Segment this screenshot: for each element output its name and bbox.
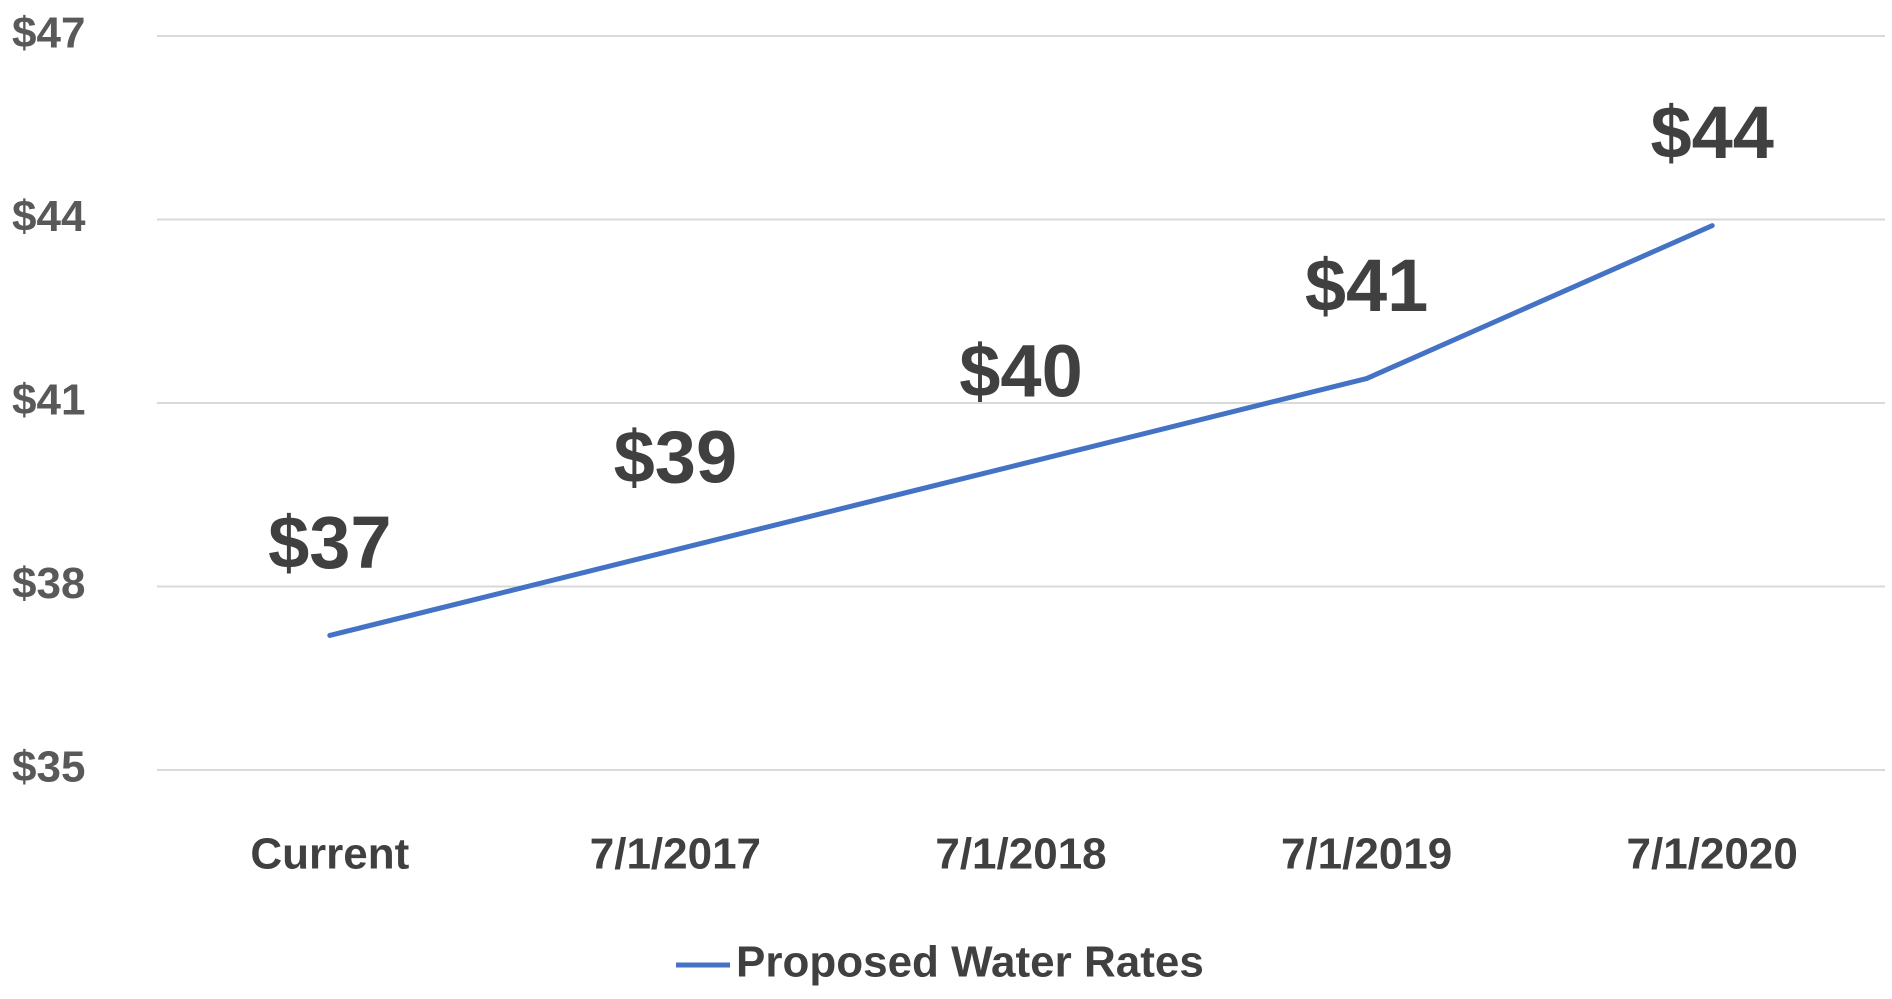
x-tick-label: 7/1/2019 (1281, 830, 1452, 879)
legend-label: Proposed Water Rates (736, 938, 1204, 987)
x-tick-label: 7/1/2020 (1627, 830, 1798, 879)
x-tick-label: Current (250, 830, 409, 879)
data-label: $41 (1305, 244, 1428, 327)
y-tick-label: $47 (12, 9, 85, 58)
y-tick-label: $44 (12, 192, 86, 241)
x-tick-label: 7/1/2017 (590, 830, 761, 879)
y-tick-label: $38 (12, 559, 85, 608)
y-tick-label: $35 (12, 743, 85, 792)
data-label: $44 (1650, 91, 1773, 174)
x-tick-label: 7/1/2018 (935, 830, 1106, 879)
line (327, 223, 1715, 638)
y-tick-label: $41 (12, 376, 85, 425)
data-label: $37 (268, 501, 391, 584)
data-label: $39 (614, 415, 737, 498)
data-label: $40 (959, 330, 1082, 413)
